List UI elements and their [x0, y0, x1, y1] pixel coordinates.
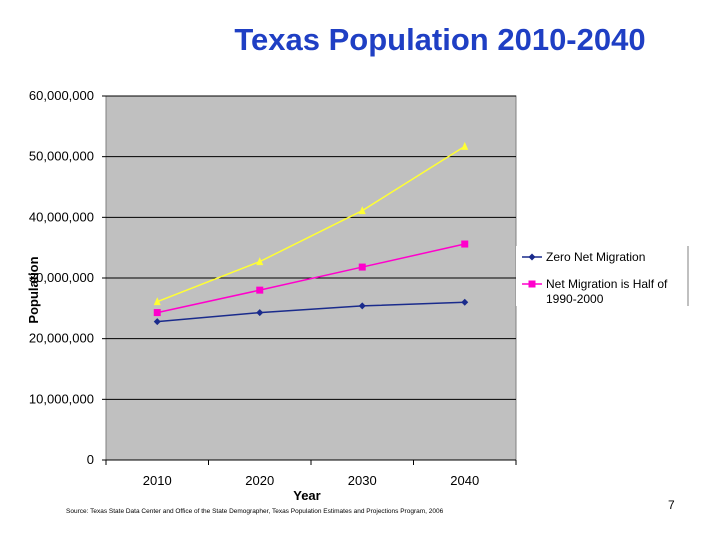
data-point-diamond — [528, 253, 536, 261]
page-number: 7 — [668, 498, 675, 512]
source-note: Source: Texas State Data Center and Offi… — [66, 508, 444, 515]
x-tick-label: 2030 — [348, 473, 377, 488]
data-point-triangle — [358, 206, 366, 215]
data-point-diamond — [358, 302, 366, 310]
x-tick-label: 2020 — [245, 473, 274, 488]
x-axis-ticks: 2010 2020 2030 2040 — [105, 460, 517, 488]
data-point-square — [358, 263, 366, 271]
data-point-diamond — [153, 318, 161, 326]
legend-label: Net Migration is Half of — [546, 277, 668, 291]
y-tick-label: 10,000,000 — [29, 391, 94, 406]
y-tick-label: 60,000,000 — [29, 88, 94, 103]
data-point-diamond — [461, 298, 469, 306]
y-tick-label: 30,000,000 — [29, 270, 94, 285]
legend-item: Zero Net Migration — [522, 250, 645, 264]
y-tick-label: 50,000,000 — [29, 149, 94, 164]
data-point-diamond — [256, 309, 264, 317]
legend-box — [516, 246, 688, 306]
series-triangle — [153, 141, 469, 306]
x-axis-title: Year — [293, 488, 320, 503]
y-tick-label: 40,000,000 — [29, 209, 94, 224]
data-point-triangle — [256, 257, 264, 266]
legend-label: Zero Net Migration — [546, 250, 645, 264]
data-point-square — [461, 240, 469, 248]
series-line — [157, 301, 465, 323]
data-point-square — [256, 286, 264, 294]
y-axis-title: Population — [26, 256, 41, 323]
data-point-triangle — [461, 141, 469, 150]
y-axis-ticks: 0 10,000,000 20,000,000 30,000,000 40,000,00… — [29, 88, 106, 467]
data-point-triangle — [153, 297, 161, 306]
y-tick-label: 20,000,000 — [29, 331, 94, 346]
data-point-square — [153, 309, 161, 317]
x-tick-label: 2010 — [143, 473, 172, 488]
slide-title: Texas Population 2010-2040 — [234, 22, 646, 57]
series-line — [157, 243, 465, 314]
x-tick-label: 2040 — [450, 473, 479, 488]
series-layer — [153, 141, 469, 326]
series-square — [153, 240, 469, 317]
series-line — [156, 145, 466, 303]
series-diamond — [153, 298, 469, 326]
data-point-square — [528, 280, 536, 288]
y-tick-label: 0 — [87, 452, 94, 467]
legend: Zero Net Migration Net Migration is Half … — [516, 246, 689, 306]
legend-label: 1990-2000 — [546, 292, 604, 306]
